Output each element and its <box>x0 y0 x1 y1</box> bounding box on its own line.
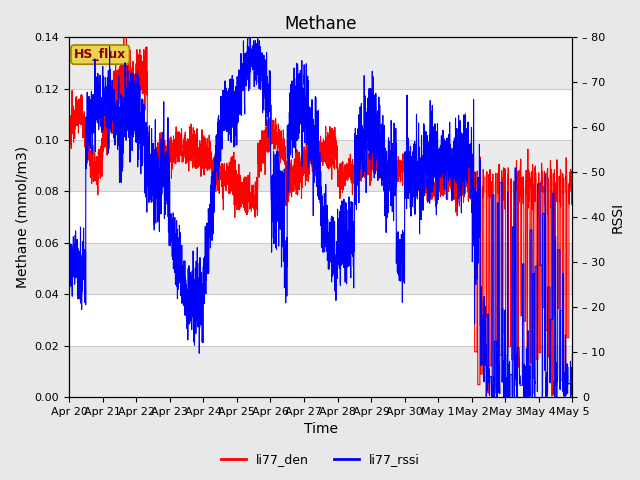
Bar <box>69 37 572 89</box>
Bar <box>69 140 572 192</box>
Legend: li77_den, li77_rssi: li77_den, li77_rssi <box>216 448 424 471</box>
Y-axis label: Methane (mmol/m3): Methane (mmol/m3) <box>15 146 29 288</box>
Text: HS_flux: HS_flux <box>74 48 126 61</box>
Bar <box>69 243 572 294</box>
Y-axis label: RSSI: RSSI <box>611 202 625 233</box>
X-axis label: Time: Time <box>304 422 338 436</box>
Title: Methane: Methane <box>285 15 357 33</box>
Bar <box>69 346 572 397</box>
